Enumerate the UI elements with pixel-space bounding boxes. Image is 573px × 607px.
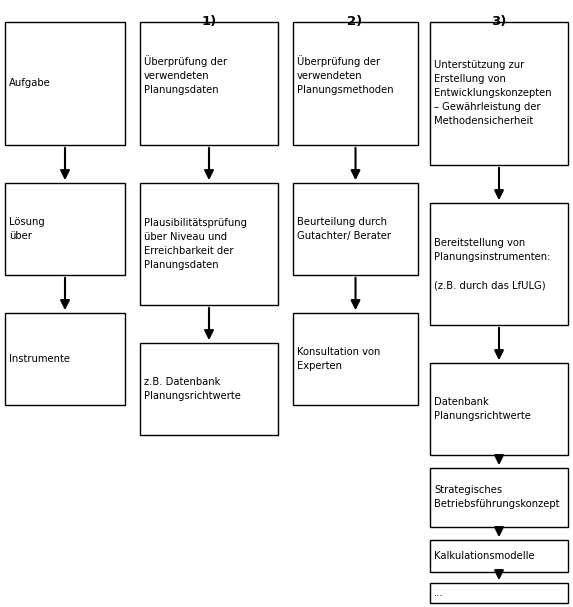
Text: Lösung
über: Lösung über bbox=[9, 217, 45, 241]
Text: Unterstützung zur
Erstellung von
Entwicklungskonzepten
– Gewährleistung der
Meth: Unterstützung zur Erstellung von Entwick… bbox=[434, 60, 552, 126]
Bar bbox=[140, 183, 278, 305]
Text: Datenbank
Planungsrichtwerte: Datenbank Planungsrichtwerte bbox=[434, 397, 531, 421]
Text: Konsultation von
Experten: Konsultation von Experten bbox=[297, 347, 380, 371]
Text: Beurteilung durch
Gutachter/ Berater: Beurteilung durch Gutachter/ Berater bbox=[297, 217, 391, 241]
Text: Aufgabe: Aufgabe bbox=[9, 78, 51, 88]
Bar bbox=[430, 363, 568, 455]
Bar bbox=[140, 343, 278, 435]
Bar bbox=[293, 183, 418, 275]
Bar bbox=[293, 22, 418, 145]
Text: Plausibilitätsprüfung
über Niveau und
Erreichbarkeit der
Planungsdaten: Plausibilitätsprüfung über Niveau und Er… bbox=[144, 218, 247, 270]
Text: Strategisches
Betriebsführungskonzept: Strategisches Betriebsführungskonzept bbox=[434, 485, 559, 509]
Text: Kalkulationsmodelle: Kalkulationsmodelle bbox=[434, 551, 535, 561]
Bar bbox=[5, 313, 125, 405]
Bar bbox=[430, 203, 568, 325]
Bar bbox=[5, 22, 125, 145]
Text: ...: ... bbox=[434, 588, 444, 598]
Bar bbox=[430, 22, 568, 165]
Bar bbox=[293, 313, 418, 405]
Text: 2): 2) bbox=[347, 15, 363, 28]
Text: Instrumente: Instrumente bbox=[9, 354, 70, 364]
Text: 1): 1) bbox=[201, 15, 217, 28]
Text: 3): 3) bbox=[491, 15, 507, 28]
Text: z.B. Datenbank
Planungsrichtwerte: z.B. Datenbank Planungsrichtwerte bbox=[144, 377, 241, 401]
Text: Überprüfung der
verwendeten
Planungsdaten: Überprüfung der verwendeten Planungsdate… bbox=[144, 55, 227, 95]
Text: Bereitstellung von
Planungsinstrumenten:

(z.B. durch das LfULG): Bereitstellung von Planungsinstrumenten:… bbox=[434, 238, 551, 290]
Bar bbox=[5, 183, 125, 275]
Bar bbox=[430, 583, 568, 603]
Bar bbox=[140, 22, 278, 145]
Bar bbox=[430, 468, 568, 527]
Bar bbox=[430, 540, 568, 572]
Text: Überprüfung der
verwendeten
Planungsmethoden: Überprüfung der verwendeten Planungsmeth… bbox=[297, 55, 394, 95]
